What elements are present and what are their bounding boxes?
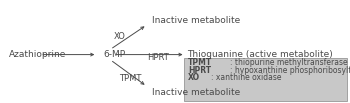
Text: HPRT: HPRT: [147, 53, 169, 62]
Text: XO: XO: [188, 73, 201, 82]
Text: TPMT: TPMT: [188, 58, 212, 67]
Text: 6-MP: 6-MP: [103, 50, 125, 59]
Text: : thiopurine methyltransferase: : thiopurine methyltransferase: [230, 58, 348, 67]
Text: HPRT: HPRT: [188, 66, 211, 75]
Text: Inactive metabolite: Inactive metabolite: [152, 88, 240, 97]
Text: Azathioprine: Azathioprine: [9, 50, 66, 59]
Text: Inactive metabolite: Inactive metabolite: [152, 16, 240, 25]
Text: : hypoxanthine phosphoribosyltransferase: : hypoxanthine phosphoribosyltransferase: [230, 66, 350, 75]
Text: : xanthine oxidase: : xanthine oxidase: [211, 73, 281, 82]
Text: Thioguanine (active metabolite): Thioguanine (active metabolite): [187, 50, 333, 59]
FancyBboxPatch shape: [184, 58, 346, 101]
Text: XO: XO: [114, 32, 126, 41]
Text: TPMT: TPMT: [119, 74, 141, 83]
